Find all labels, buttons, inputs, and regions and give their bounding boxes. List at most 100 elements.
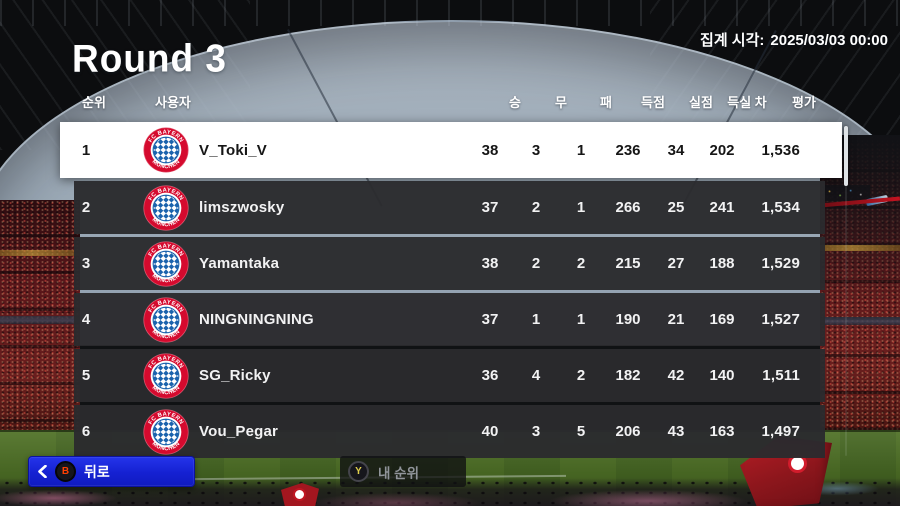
rank-value: 2	[81, 199, 91, 216]
losses-value: 2	[576, 255, 586, 272]
svg-text:MÜNCHEN: MÜNCHEN	[151, 216, 182, 227]
goals-against-value: 21	[667, 311, 685, 328]
back-button[interactable]: B 뒤로	[28, 456, 195, 487]
wins-value: 40	[481, 423, 499, 440]
draws-value: 2	[531, 255, 541, 272]
user-cell: FC BAYERN MÜNCHEN Yamantaka	[98, 240, 468, 287]
column-header-user: 사용자	[155, 95, 191, 110]
rank-value: 4	[81, 311, 91, 328]
user-name: SG_Ricky	[199, 367, 271, 384]
aggregation-timestamp: 집계 시각: 2025/03/03 00:00	[700, 29, 888, 50]
goals-for-value: 190	[615, 311, 641, 328]
goals-against-value: 27	[667, 255, 685, 272]
table-row[interactable]: 3 FC BAYERN MÜNCHEN Yamantaka 3	[74, 237, 825, 290]
walkway-band	[0, 316, 80, 324]
column-header-goals-for: 득점	[641, 95, 665, 110]
draws-value: 3	[531, 141, 541, 159]
rank-value: 6	[81, 423, 91, 440]
team-badge-icon: FC BAYERN MÜNCHEN	[143, 352, 189, 399]
timestamp-value: 2025/03/03 00:00	[770, 32, 888, 49]
losses-value: 1	[576, 141, 586, 159]
rating-value: 1,536	[761, 141, 800, 159]
column-header-rating: 평가	[792, 95, 816, 110]
table-row[interactable]: 1 FC BAYERN MÜNCHEN V_Toki_V 38	[60, 122, 842, 178]
stand-crowd-right	[820, 135, 900, 440]
goals-against-value: 34	[667, 141, 685, 159]
rating-value: 1,497	[761, 423, 800, 440]
goals-for-value: 182	[615, 367, 641, 384]
goal-diff-value: 169	[709, 311, 735, 328]
user-name: Yamantaka	[199, 255, 280, 272]
wins-value: 37	[481, 311, 499, 328]
user-cell: FC BAYERN MÜNCHEN Vou_Pegar	[98, 408, 468, 455]
goal-diff-value: 202	[709, 141, 735, 159]
column-header-goal-diff: 득실 차	[727, 95, 767, 110]
column-header-loss: 패	[600, 95, 612, 110]
draws-value: 1	[531, 311, 541, 328]
goals-against-value: 42	[667, 367, 685, 384]
goals-against-value: 25	[667, 199, 685, 216]
draws-value: 2	[531, 199, 541, 216]
scoreboard-lights	[824, 185, 870, 201]
my-rank-button[interactable]: Y 내 순위	[340, 456, 466, 487]
wins-value: 36	[481, 367, 499, 384]
svg-text:MÜNCHEN: MÜNCHEN	[151, 440, 182, 451]
goals-for-value: 266	[615, 199, 641, 216]
rating-value: 1,534	[761, 199, 800, 216]
ad-band	[0, 250, 80, 256]
rating-value: 1,529	[761, 255, 800, 272]
my-rank-button-label: 내 순위	[378, 465, 420, 481]
user-cell: FC BAYERN MÜNCHEN NINGNINGNING	[98, 296, 468, 343]
gamepad-y-key-icon: Y	[348, 461, 369, 482]
losses-value: 2	[576, 367, 586, 384]
rating-value: 1,527	[761, 311, 800, 328]
user-cell: FC BAYERN MÜNCHEN SG_Ricky	[98, 352, 468, 399]
roof-panels	[0, 0, 900, 26]
column-header-draw: 무	[555, 95, 567, 110]
scrollbar-track[interactable]	[845, 126, 847, 456]
goals-for-value: 215	[615, 255, 641, 272]
team-badge-icon: FC BAYERN MÜNCHEN	[143, 240, 189, 287]
wins-value: 37	[481, 199, 499, 216]
scrollbar-thumb[interactable]	[844, 126, 848, 186]
rank-value: 5	[81, 367, 91, 384]
user-name: NINGNINGNING	[199, 311, 314, 328]
team-badge-icon: FC BAYERN MÜNCHEN	[143, 127, 189, 173]
rank-value: 1	[81, 141, 91, 159]
losses-value: 5	[576, 423, 586, 440]
goal-diff-value: 140	[709, 367, 735, 384]
rank-value: 3	[81, 255, 91, 272]
table-row[interactable]: 5 FC BAYERN MÜNCHEN SG_Ricky 36	[74, 349, 825, 402]
goals-for-value: 236	[615, 141, 641, 159]
svg-text:MÜNCHEN: MÜNCHEN	[151, 272, 182, 283]
goals-for-value: 206	[615, 423, 641, 440]
user-name: V_Toki_V	[199, 141, 268, 159]
walkway-band	[820, 317, 900, 325]
goal-diff-value: 163	[709, 423, 735, 440]
stand-crowd-left	[0, 200, 80, 440]
goal-diff-value: 241	[709, 199, 735, 216]
supporter-flag-small	[281, 483, 319, 506]
timestamp-label: 집계 시각:	[700, 32, 765, 49]
team-badge-icon: FC BAYERN MÜNCHEN	[143, 184, 189, 231]
column-header-rank: 순위	[82, 95, 106, 110]
wins-value: 38	[481, 141, 499, 159]
leaderboard-rows: 1 FC BAYERN MÜNCHEN V_Toki_V 38	[60, 122, 842, 458]
user-cell: FC BAYERN MÜNCHEN limszwosky	[98, 184, 468, 231]
svg-text:MÜNCHEN: MÜNCHEN	[151, 159, 182, 170]
column-header-goals-against: 실점	[689, 95, 713, 110]
ad-band	[820, 245, 900, 251]
wins-value: 38	[481, 255, 499, 272]
table-row[interactable]: 6 FC BAYERN MÜNCHEN Vou_Pegar 4	[74, 405, 825, 458]
table-row[interactable]: 4 FC BAYERN MÜNCHEN NINGNINGNING	[74, 293, 825, 346]
user-name: Vou_Pegar	[199, 423, 279, 440]
rating-value: 1,511	[762, 367, 800, 384]
table-row[interactable]: 2 FC BAYERN MÜNCHEN limszwosky	[74, 181, 825, 234]
user-cell: FC BAYERN MÜNCHEN V_Toki_V	[98, 127, 468, 173]
gamepad-b-key-icon: B	[55, 461, 76, 482]
column-header-win: 승	[509, 95, 521, 110]
losses-value: 1	[576, 199, 586, 216]
table-header-row: 순위 사용자 승 무 패 득점 실점 득실 차 평가	[74, 92, 850, 110]
draws-value: 4	[531, 367, 541, 384]
